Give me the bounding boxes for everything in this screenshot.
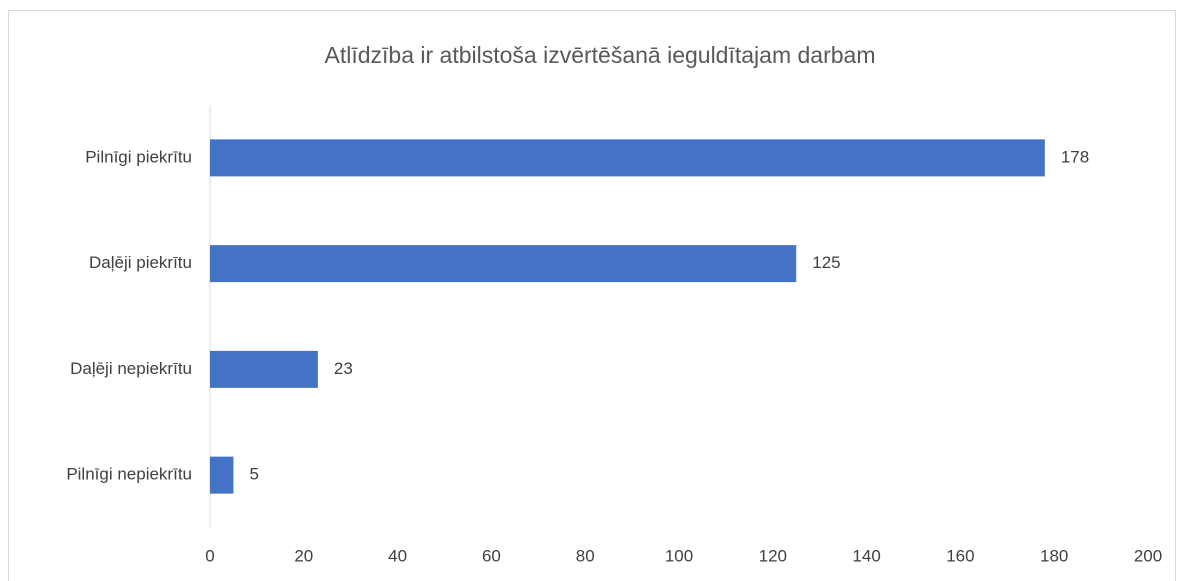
x-tick-label: 100 [665, 546, 693, 565]
bar [210, 245, 797, 283]
data-label: 23 [334, 359, 353, 378]
x-tick-label: 200 [1134, 546, 1162, 565]
y-tick-label: Pilnīgi piekrītu [85, 147, 192, 166]
y-tick-label: Pilnīgi nepiekrītu [66, 465, 192, 484]
bar [210, 139, 1045, 177]
x-tick-label: 0 [205, 546, 214, 565]
chart-title: Atlīdzība ir atbilstoša izvērtēšanā iegu… [324, 42, 875, 68]
bar [210, 456, 234, 494]
x-tick-label: 160 [946, 546, 974, 565]
x-tick-label: 60 [482, 546, 501, 565]
data-label: 5 [249, 465, 258, 484]
data-label: 178 [1061, 147, 1089, 166]
x-tick-label: 20 [294, 546, 313, 565]
x-tick-label: 40 [388, 546, 407, 565]
chart-border [8, 10, 1176, 581]
y-tick-label: Daļēji piekrītu [89, 253, 192, 272]
x-tick-label: 120 [759, 546, 787, 565]
bar [210, 350, 318, 388]
data-label: 125 [812, 253, 840, 272]
y-tick-label: Daļēji nepiekrītu [70, 359, 192, 378]
x-tick-label: 140 [852, 546, 880, 565]
x-tick-label: 180 [1040, 546, 1068, 565]
x-tick-label: 80 [576, 546, 595, 565]
